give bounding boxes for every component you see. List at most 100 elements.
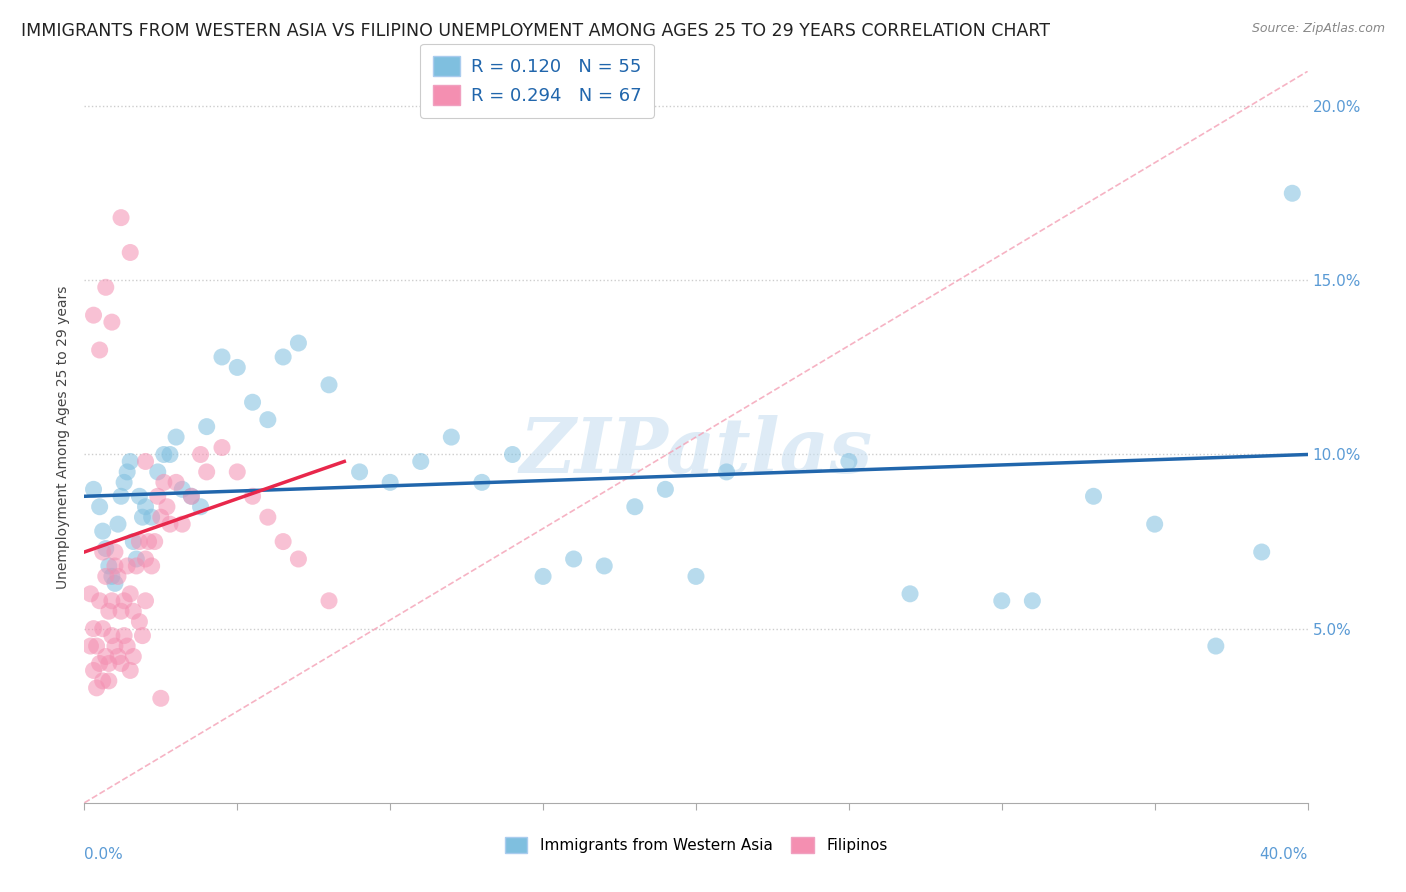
Point bbox=[91, 673, 114, 688]
Point bbox=[120, 664, 142, 678]
Point bbox=[211, 441, 233, 455]
Point bbox=[86, 681, 108, 695]
Point bbox=[159, 448, 181, 462]
Point bbox=[112, 629, 135, 643]
Point bbox=[128, 489, 150, 503]
Legend: Immigrants from Western Asia, Filipinos: Immigrants from Western Asia, Filipinos bbox=[496, 830, 896, 861]
Point bbox=[104, 558, 127, 573]
Point bbox=[1143, 517, 1166, 532]
Point bbox=[107, 517, 129, 532]
Point bbox=[226, 360, 249, 375]
Point bbox=[91, 524, 114, 538]
Point bbox=[149, 510, 172, 524]
Point bbox=[287, 552, 309, 566]
Point bbox=[104, 639, 127, 653]
Text: 0.0%: 0.0% bbox=[84, 847, 124, 862]
Point bbox=[440, 430, 463, 444]
Point bbox=[624, 500, 647, 514]
Point bbox=[409, 454, 432, 468]
Point bbox=[226, 465, 249, 479]
Point bbox=[349, 465, 371, 479]
Point bbox=[115, 558, 138, 573]
Point bbox=[120, 587, 142, 601]
Point bbox=[172, 483, 194, 497]
Point bbox=[318, 594, 340, 608]
Point bbox=[153, 475, 176, 490]
Point bbox=[112, 594, 135, 608]
Point bbox=[156, 500, 179, 514]
Point bbox=[1281, 186, 1303, 201]
Point bbox=[1250, 545, 1272, 559]
Point bbox=[86, 639, 108, 653]
Point bbox=[79, 587, 101, 601]
Point bbox=[991, 594, 1014, 608]
Point bbox=[107, 649, 129, 664]
Point bbox=[97, 604, 120, 618]
Point bbox=[94, 569, 117, 583]
Point bbox=[104, 576, 127, 591]
Point bbox=[146, 489, 169, 503]
Point bbox=[135, 500, 157, 514]
Point bbox=[271, 350, 294, 364]
Point bbox=[593, 558, 616, 573]
Point bbox=[898, 587, 921, 601]
Point bbox=[94, 649, 117, 664]
Point bbox=[685, 569, 707, 583]
Point bbox=[112, 475, 135, 490]
Point bbox=[153, 448, 176, 462]
Point bbox=[110, 657, 132, 671]
Point bbox=[89, 594, 111, 608]
Point bbox=[502, 448, 524, 462]
Point bbox=[257, 412, 280, 426]
Point bbox=[122, 534, 145, 549]
Point bbox=[94, 280, 117, 294]
Point bbox=[380, 475, 402, 490]
Point bbox=[104, 545, 127, 559]
Text: 40.0%: 40.0% bbox=[1260, 847, 1308, 862]
Point bbox=[120, 245, 142, 260]
Text: IMMIGRANTS FROM WESTERN ASIA VS FILIPINO UNEMPLOYMENT AMONG AGES 25 TO 29 YEARS : IMMIGRANTS FROM WESTERN ASIA VS FILIPINO… bbox=[21, 22, 1050, 40]
Point bbox=[91, 622, 114, 636]
Point bbox=[135, 594, 157, 608]
Point bbox=[101, 594, 124, 608]
Point bbox=[110, 604, 132, 618]
Point bbox=[195, 465, 218, 479]
Point bbox=[141, 510, 163, 524]
Point bbox=[143, 534, 166, 549]
Point bbox=[131, 510, 153, 524]
Y-axis label: Unemployment Among Ages 25 to 29 years: Unemployment Among Ages 25 to 29 years bbox=[56, 285, 70, 589]
Point bbox=[122, 649, 145, 664]
Point bbox=[146, 465, 169, 479]
Point bbox=[89, 657, 111, 671]
Point bbox=[91, 545, 114, 559]
Point bbox=[115, 465, 138, 479]
Text: Source: ZipAtlas.com: Source: ZipAtlas.com bbox=[1251, 22, 1385, 36]
Point bbox=[101, 569, 124, 583]
Point bbox=[271, 534, 294, 549]
Text: ZIPatlas: ZIPatlas bbox=[519, 415, 873, 489]
Point bbox=[125, 558, 148, 573]
Point bbox=[165, 430, 187, 444]
Point bbox=[135, 552, 157, 566]
Point bbox=[287, 336, 309, 351]
Point bbox=[131, 629, 153, 643]
Point bbox=[471, 475, 494, 490]
Point bbox=[89, 343, 111, 357]
Point bbox=[716, 465, 738, 479]
Point bbox=[97, 558, 120, 573]
Point bbox=[159, 517, 181, 532]
Point bbox=[97, 673, 120, 688]
Point bbox=[242, 489, 264, 503]
Point bbox=[101, 315, 124, 329]
Point bbox=[1021, 594, 1043, 608]
Point bbox=[135, 454, 157, 468]
Point bbox=[1205, 639, 1227, 653]
Point bbox=[318, 377, 340, 392]
Point bbox=[172, 517, 194, 532]
Point bbox=[79, 639, 101, 653]
Point bbox=[101, 629, 124, 643]
Point bbox=[138, 534, 160, 549]
Point bbox=[115, 639, 138, 653]
Point bbox=[1083, 489, 1105, 503]
Point bbox=[838, 454, 860, 468]
